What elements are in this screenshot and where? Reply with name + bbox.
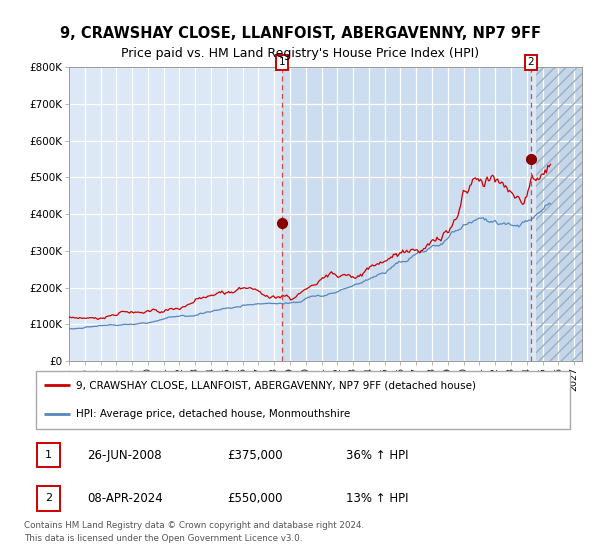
Text: 2: 2 (528, 57, 535, 67)
Bar (282, 67, 531, 361)
Text: 9, CRAWSHAY CLOSE, LLANFOIST, ABERGAVENNY, NP7 9FF (detached house): 9, CRAWSHAY CLOSE, LLANFOIST, ABERGAVENN… (76, 380, 476, 390)
Text: £375,000: £375,000 (227, 449, 283, 461)
Text: HPI: Average price, detached house, Monmouthshire: HPI: Average price, detached house, Monm… (76, 409, 350, 419)
Text: £550,000: £550,000 (227, 492, 283, 505)
Text: 9, CRAWSHAY CLOSE, LLANFOIST, ABERGAVENNY, NP7 9FF: 9, CRAWSHAY CLOSE, LLANFOIST, ABERGAVENN… (59, 26, 541, 41)
FancyBboxPatch shape (36, 371, 570, 429)
Text: Contains HM Land Registry data © Crown copyright and database right 2024.
This d: Contains HM Land Registry data © Crown c… (23, 521, 364, 543)
Text: 2: 2 (45, 493, 52, 503)
Text: Price paid vs. HM Land Registry's House Price Index (HPI): Price paid vs. HM Land Registry's House … (121, 46, 479, 60)
FancyBboxPatch shape (37, 486, 60, 511)
Bar (536, 67, 582, 361)
Text: 08-APR-2024: 08-APR-2024 (87, 492, 163, 505)
Text: 26-JUN-2008: 26-JUN-2008 (87, 449, 161, 461)
Text: 13% ↑ HPI: 13% ↑ HPI (346, 492, 409, 505)
FancyBboxPatch shape (37, 442, 60, 468)
Text: 1: 1 (278, 57, 285, 67)
Bar (536, 67, 582, 361)
Text: 36% ↑ HPI: 36% ↑ HPI (346, 449, 409, 461)
Text: 1: 1 (45, 450, 52, 460)
